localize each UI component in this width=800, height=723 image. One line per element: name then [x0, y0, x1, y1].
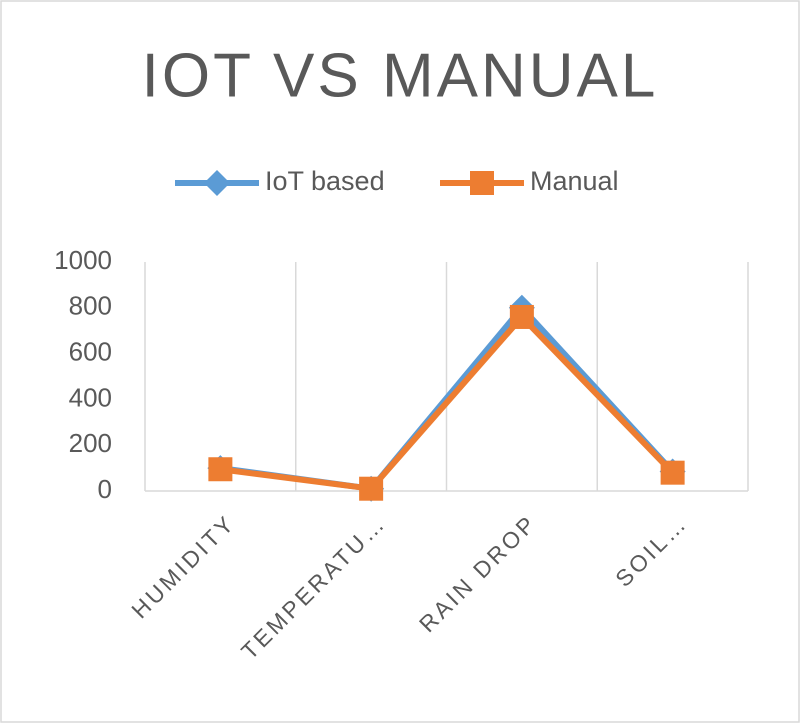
y-tick-label: 0 — [98, 474, 112, 504]
data-point — [660, 460, 685, 485]
data-point — [509, 304, 534, 329]
legend-label: Manual — [530, 166, 619, 196]
data-point — [359, 476, 384, 501]
y-tick-label: 400 — [69, 382, 112, 412]
y-tick-label: 600 — [69, 336, 112, 366]
y-tick-label: 200 — [69, 428, 112, 458]
data-point — [208, 457, 233, 482]
legend-marker — [204, 170, 230, 196]
y-tick-label: 800 — [69, 291, 112, 321]
y-tick-label: 1000 — [54, 245, 112, 275]
legend-marker — [470, 171, 494, 195]
series-line — [219, 313, 675, 492]
legend-label: IoT based — [265, 166, 385, 196]
chart-title: IOT VS MANUAL — [142, 41, 659, 110]
